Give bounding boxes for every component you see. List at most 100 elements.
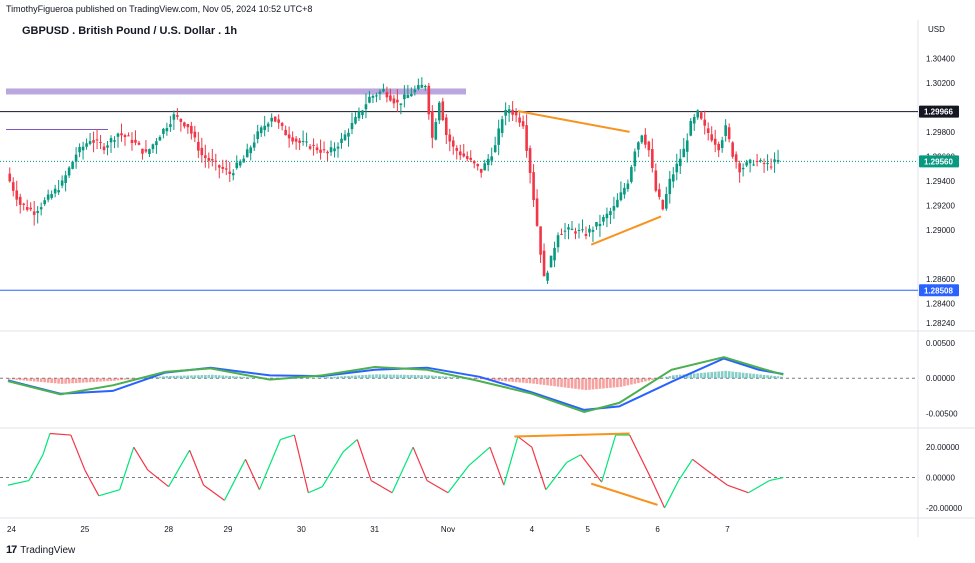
candle-body [263,125,266,131]
histogram-bar [720,371,724,379]
tradingview-brand[interactable]: 17 TradingView [6,544,75,556]
histogram-bar [504,378,507,382]
publish-info: TimothyFigueroa published on TradingView… [6,4,313,14]
histogram-bar [301,377,305,379]
histogram-bar [703,372,707,379]
candle-body [137,142,141,145]
momentum-segment [308,486,323,494]
histogram-bar [574,378,577,389]
price-tick-label: 1.28240 [926,319,955,328]
candle-body [46,194,50,200]
candle-body [724,125,727,136]
price-axis[interactable]: 1.304001.302001.298001.296001.294001.292… [919,54,963,513]
histogram-bar [759,374,762,379]
momentum-segment [84,469,100,497]
candle-body [144,149,148,152]
momentum-segment [293,434,309,493]
histogram-bar [556,378,560,387]
price-tick-label: 1.29200 [926,201,955,210]
histogram-bar [71,378,74,384]
candle-body [148,149,151,154]
candle-body [514,111,518,116]
candle-body [60,180,64,186]
histogram-bar [25,378,29,381]
time-tick-label: 7 [725,525,730,534]
momentum-segment [321,451,344,487]
candle-body [413,89,417,93]
histogram-bar [542,378,546,385]
histogram-bar [619,378,623,387]
candle-body [658,189,661,197]
candle-body [102,146,106,151]
histogram-bar [375,374,378,379]
candle-body [507,109,511,114]
histogram-bar [741,372,745,379]
histogram-bar [81,378,85,383]
histogram-bar [616,378,619,388]
momentum-segment [566,454,582,463]
histogram-bar [717,371,720,379]
histogram-bar [176,375,179,379]
momentum-segment [706,469,728,486]
histogram-bar [476,378,480,379]
candle-body [71,161,74,169]
histogram-bar [378,374,382,379]
candle-body [448,134,452,142]
candle-body [340,138,343,143]
candle-body [738,163,741,173]
histogram-bar [109,378,113,381]
momentum-segment [692,458,707,471]
momentum-segment [447,465,470,494]
chart-title: GBPUSD . British Pound / U.S. Dollar . 1… [22,25,237,37]
candle-body [18,196,22,205]
histogram-bar [675,374,679,379]
candle-body [465,156,469,159]
momentum-segment [678,459,693,481]
momentum-segment [70,434,86,471]
histogram-bar [308,377,312,379]
candle-body [169,124,172,127]
histogram-bar [410,374,413,379]
histogram-bar [441,376,445,379]
histogram-bar [385,374,389,379]
histogram-bar [389,374,392,379]
candle-body [451,140,455,147]
currency-label: USD [928,25,945,34]
histogram-bar [252,377,256,379]
price-tag [919,105,959,118]
candle-body [385,92,389,98]
histogram-bar [665,376,668,379]
histogram-bar [434,375,438,379]
candle-body [486,158,490,166]
candle-body [396,99,399,103]
lower-divergence-line [590,482,658,506]
histogram-bar [734,371,738,379]
candle-body [85,143,88,147]
histogram-bar [752,373,755,379]
candle-body [560,233,563,235]
histogram-bar [57,378,60,384]
histogram-bar [238,376,242,379]
histogram-bar [305,377,308,379]
candle-body [581,229,584,231]
histogram-bar [46,378,50,383]
histogram-bar [776,376,780,379]
histogram-bar [609,378,612,388]
momentum-segment [189,449,205,486]
histogram-bar [532,378,535,384]
momentum-segment [748,480,770,494]
candle-body [74,154,78,162]
oscillator-line [7,357,784,411]
time-tick-label: 30 [297,525,306,534]
time-tick-label: 6 [655,525,660,534]
histogram-bar [696,373,700,379]
histogram-bar [738,372,741,379]
lower-wedge-line [590,215,662,246]
histogram-bar [235,376,239,379]
histogram-bar [668,376,672,379]
candle-body [703,119,707,126]
histogram-bar [130,378,134,380]
histogram-bar [511,378,514,382]
candle-body [305,141,308,143]
